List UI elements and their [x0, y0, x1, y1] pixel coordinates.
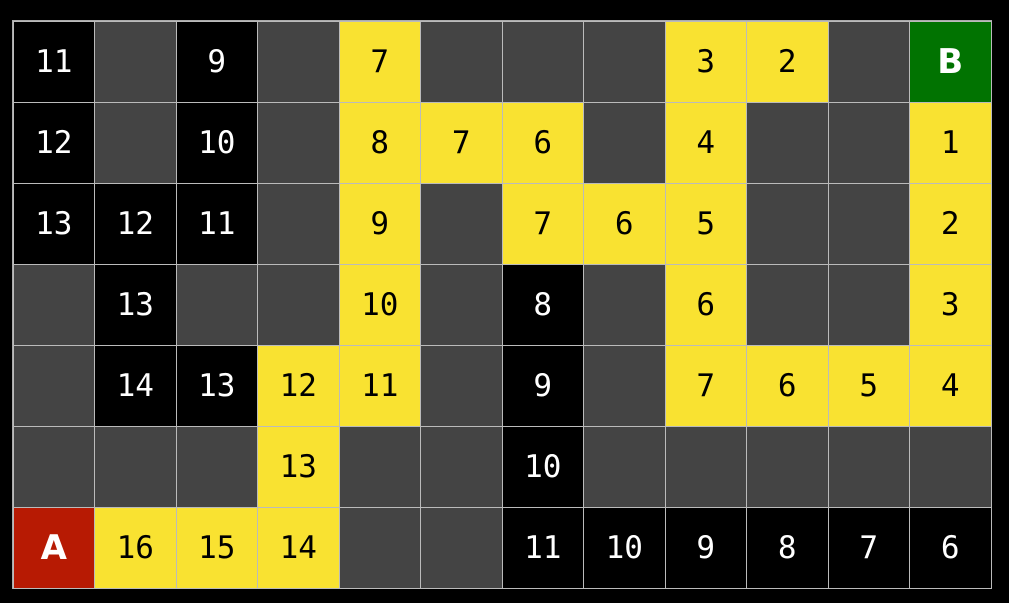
explored-cell: 8 [746, 506, 829, 589]
explored-cell: 13 [94, 263, 177, 346]
wall-cell [827, 425, 910, 508]
wall-cell [909, 425, 992, 508]
explored-cell: 7 [827, 506, 910, 589]
explored-cell: 12 [12, 101, 95, 184]
wall-cell [12, 263, 95, 346]
path-cell: 4 [909, 344, 992, 427]
path-cell: 5 [664, 182, 747, 265]
wall-cell [827, 263, 910, 346]
wall-cell [746, 263, 829, 346]
wall-cell [420, 20, 503, 103]
explored-cell: 14 [94, 344, 177, 427]
wall-cell [420, 344, 503, 427]
path-cell: 10 [338, 263, 421, 346]
path-cell: 2 [909, 182, 992, 265]
explored-cell: 9 [664, 506, 747, 589]
wall-cell [583, 263, 666, 346]
wall-cell [420, 425, 503, 508]
explored-cell: 11 [501, 506, 584, 589]
path-cell: 6 [746, 344, 829, 427]
explored-cell: 8 [501, 263, 584, 346]
path-cell: 6 [664, 263, 747, 346]
wall-cell [583, 425, 666, 508]
start-cell: A [12, 506, 95, 589]
wall-cell [501, 20, 584, 103]
explored-cell: 11 [12, 20, 95, 103]
maze-grid: 11 9 7 3 2 B 12 10 8 7 6 4 1 13 12 11 9 7 6 5 2 13 10 8 6 3 14 13 12… [12, 20, 992, 589]
path-cell: 7 [338, 20, 421, 103]
path-cell: 13 [257, 425, 340, 508]
path-cell: 15 [175, 506, 258, 589]
path-cell: 8 [338, 101, 421, 184]
explored-cell: 10 [501, 425, 584, 508]
path-cell: 7 [420, 101, 503, 184]
path-cell: 2 [746, 20, 829, 103]
wall-cell [827, 101, 910, 184]
wall-cell [12, 344, 95, 427]
wall-cell [420, 263, 503, 346]
wall-cell [420, 182, 503, 265]
wall-cell [94, 425, 177, 508]
explored-cell: 10 [175, 101, 258, 184]
path-cell: 14 [257, 506, 340, 589]
wall-cell [583, 101, 666, 184]
path-cell: 3 [664, 20, 747, 103]
wall-cell [257, 20, 340, 103]
wall-cell [257, 263, 340, 346]
path-cell: 4 [664, 101, 747, 184]
wall-cell [746, 425, 829, 508]
path-cell: 12 [257, 344, 340, 427]
path-cell: 7 [501, 182, 584, 265]
path-cell: 11 [338, 344, 421, 427]
wall-cell [746, 182, 829, 265]
wall-cell [257, 101, 340, 184]
wall-cell [664, 425, 747, 508]
explored-cell: 10 [583, 506, 666, 589]
explored-cell: 11 [175, 182, 258, 265]
path-cell: 9 [338, 182, 421, 265]
explored-cell: 13 [175, 344, 258, 427]
wall-cell [583, 344, 666, 427]
explored-cell: 6 [909, 506, 992, 589]
path-cell: 16 [94, 506, 177, 589]
wall-cell [175, 263, 258, 346]
wall-cell [746, 101, 829, 184]
path-cell: 1 [909, 101, 992, 184]
wall-cell [338, 425, 421, 508]
path-cell: 3 [909, 263, 992, 346]
wall-cell [257, 182, 340, 265]
explored-cell: 9 [175, 20, 258, 103]
explored-cell: 13 [12, 182, 95, 265]
explored-cell: 12 [94, 182, 177, 265]
wall-cell [420, 506, 503, 589]
wall-cell [338, 506, 421, 589]
wall-cell [827, 182, 910, 265]
path-cell: 5 [827, 344, 910, 427]
explored-cell: 9 [501, 344, 584, 427]
wall-cell [94, 20, 177, 103]
wall-cell [583, 20, 666, 103]
path-cell: 6 [501, 101, 584, 184]
wall-cell [175, 425, 258, 508]
wall-cell [12, 425, 95, 508]
wall-cell [827, 20, 910, 103]
goal-cell: B [909, 20, 992, 103]
path-cell: 7 [664, 344, 747, 427]
path-cell: 6 [583, 182, 666, 265]
wall-cell [94, 101, 177, 184]
